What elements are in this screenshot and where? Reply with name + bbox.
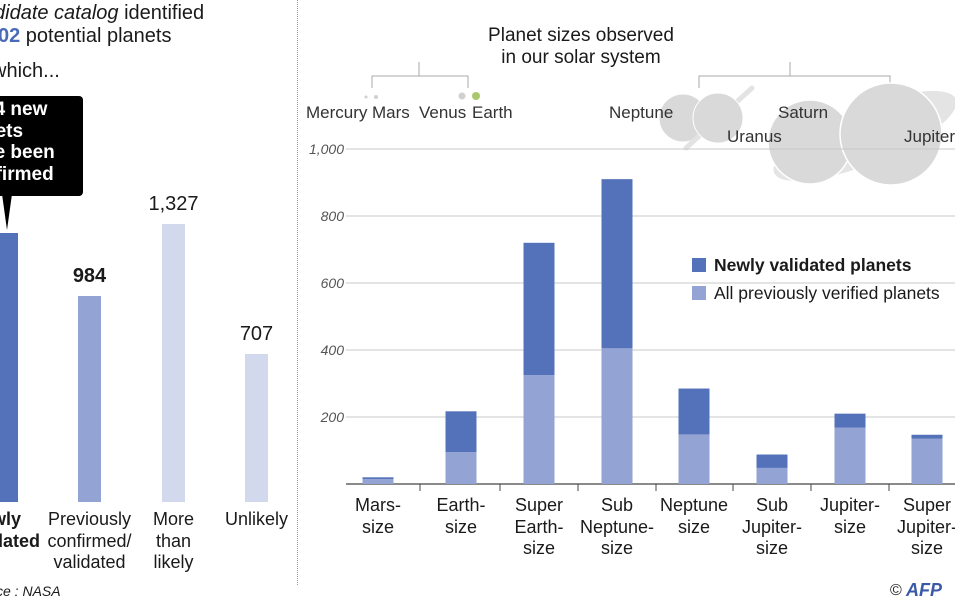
y-tick-label: 200 xyxy=(320,409,345,425)
legend-label-new: Newly validated planets xyxy=(714,255,912,275)
jupiter-circle xyxy=(839,82,943,186)
intro-count: 02 xyxy=(0,25,21,47)
left-bar-value-label: 707 xyxy=(239,323,274,346)
size-category-label: Super Jupiter- size xyxy=(896,495,955,558)
bar-segment-previous xyxy=(911,438,943,484)
bar-segment-previous xyxy=(445,452,477,484)
legend-swatch-prev xyxy=(692,286,706,300)
legend-swatch-new xyxy=(692,258,706,272)
planet-label: Earth xyxy=(472,103,513,122)
small-planets-bracket xyxy=(371,62,469,88)
callout-pointer xyxy=(2,194,12,230)
y-tick-label: 400 xyxy=(321,342,345,358)
legend: Newly validated planets All previously v… xyxy=(692,255,940,303)
planet-label: Venus xyxy=(419,103,466,122)
bar-segment-previous xyxy=(601,348,633,484)
mars-dot xyxy=(374,95,378,99)
intro-line-1-rest: identified xyxy=(118,2,205,24)
bar-segment-new xyxy=(756,454,788,468)
bar-segment-new xyxy=(911,434,943,439)
planet-label: Mars xyxy=(372,103,410,122)
callout-text: 84 new nets ve been nfirmed xyxy=(0,99,55,185)
intro-line-2: 02 potential planets xyxy=(0,25,171,48)
bar-segment-new xyxy=(362,477,394,479)
size-category-label: Neptune size xyxy=(659,495,729,537)
left-category-label: Previously confirmed/ validated xyxy=(47,509,132,572)
bar-segment-previous xyxy=(756,467,788,484)
size-category-label: Sub Neptune- size xyxy=(579,495,655,558)
bar-segment-new xyxy=(601,179,633,349)
left-category-label: More than likely xyxy=(152,509,194,572)
size-category-label: Sub Jupiter- size xyxy=(741,495,803,558)
bar-segment-new xyxy=(678,388,710,435)
left-bar-value-label: 984 xyxy=(72,265,107,288)
size-category-label: Mars- size xyxy=(355,495,401,537)
left-bar xyxy=(78,296,101,502)
intro-line-2-rest: potential planets xyxy=(20,25,172,47)
planet-label: Jupiter xyxy=(904,127,955,146)
size-category-label: Jupiter- size xyxy=(819,495,881,537)
bar-segment-new xyxy=(445,411,477,453)
stacked-bars xyxy=(362,179,943,484)
mercury-dot xyxy=(364,95,368,99)
venus-dot xyxy=(458,92,466,100)
bar-segment-previous xyxy=(834,427,866,484)
bar-segment-previous xyxy=(362,478,394,484)
left-bar xyxy=(0,233,18,502)
y-tick-label: 600 xyxy=(321,275,345,291)
y-tick-label: 800 xyxy=(321,208,345,224)
large-planets-bracket xyxy=(698,62,891,88)
planet-label: Saturn xyxy=(778,103,828,122)
confirmed-callout: 84 new nets ve been nfirmed xyxy=(0,96,83,196)
source-note: ce : NASA xyxy=(0,583,61,599)
left-category-label: wly dated xyxy=(0,509,41,551)
left-bar xyxy=(162,224,185,502)
planet-labels: Mercury Mars Venus Earth Neptune Uranus Saturn… xyxy=(306,103,955,146)
intro-catalog-name: didate catalog xyxy=(0,2,119,24)
afp-logo: AFP xyxy=(906,580,942,600)
y-tick-labels: 200 400 600 800 1,000 xyxy=(309,141,344,425)
planet-label: Neptune xyxy=(609,103,673,122)
planet-label: Uranus xyxy=(727,127,782,146)
bar-segment-new xyxy=(834,413,866,428)
copyright-symbol: © xyxy=(890,582,902,599)
bar-segment-new xyxy=(523,242,555,376)
left-bar-value-label: 1,327 xyxy=(148,193,199,216)
x-tick-marks xyxy=(419,484,890,491)
left-bar xyxy=(245,354,268,502)
chart-title-line: Planet sizes observed xyxy=(488,25,674,46)
planet-label: Mercury xyxy=(306,103,368,122)
legend-label-prev: All previously verified planets xyxy=(714,283,940,303)
intro-line-3: which... xyxy=(0,60,60,82)
chart-title-line: in our solar system xyxy=(501,47,660,68)
size-category-label: Super Earth- size xyxy=(514,495,564,558)
uranus-circle xyxy=(692,92,744,144)
intro-line-1: didate catalog identified xyxy=(0,2,204,25)
bar-segment-previous xyxy=(523,375,555,484)
size-category-label: Earth- size xyxy=(436,495,486,537)
left-category-label: Unlikely xyxy=(224,509,289,529)
bar-segment-previous xyxy=(678,434,710,484)
panel-divider xyxy=(297,0,298,585)
earth-dot xyxy=(472,92,480,100)
y-tick-label: 1,000 xyxy=(309,141,344,157)
